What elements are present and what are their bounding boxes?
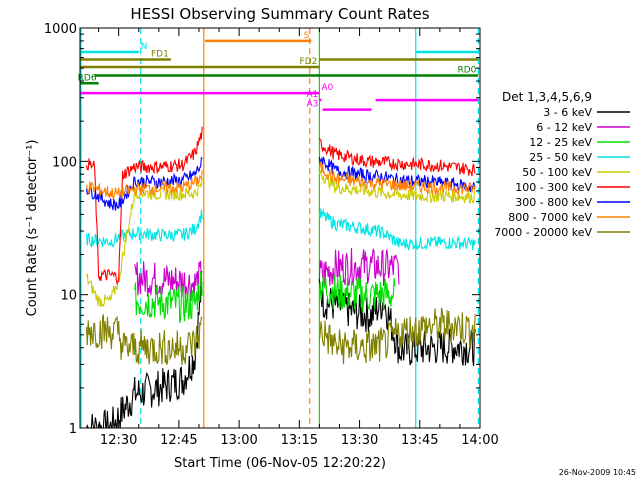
series-line-6-12-kev: [134, 247, 400, 303]
x-tick-label: 12:30: [100, 433, 137, 448]
legend-label-7000-20000-kev: 7000 - 20000 keV: [494, 226, 592, 239]
x-tick-label: 14:00: [461, 433, 498, 448]
y-tick-label: 10: [60, 289, 77, 304]
chart-title: HESSI Observing Summary Count Rates: [130, 5, 429, 23]
y-axis-label: Count Rate (s⁻¹ detector⁻¹): [25, 140, 40, 317]
vertical-markers: [80, 28, 479, 428]
legend-label-25-50-kev: 25 - 50 keV: [529, 151, 592, 164]
flag-label-s: S: [304, 31, 310, 41]
legend-label-6-12-kev: 6 - 12 keV: [536, 121, 592, 134]
flag-label-n: N: [141, 42, 148, 52]
x-tick-label: 13:45: [401, 433, 438, 448]
x-tick-label: 13:15: [281, 433, 318, 448]
series-lines: [85, 126, 476, 429]
flag-label-a0: A0: [321, 83, 333, 93]
legend-label-50-100-kev: 50 - 100 keV: [522, 166, 592, 179]
legend-label-3-6-kev: 3 - 6 keV: [543, 106, 592, 119]
flag-label-a1: A1: [307, 90, 319, 100]
flag-label-rd0: RD0: [457, 66, 476, 76]
plot-frame: [79, 27, 481, 429]
series-line-800-7000-kev: [85, 161, 476, 201]
flag-label-fd2: FD2: [300, 57, 318, 67]
series-line-12-25-kev: [134, 271, 396, 324]
flag-label-a3: A3: [307, 100, 319, 110]
legend: Det 1,3,4,5,6,9 3 - 6 keV 6 - 12 keV 12 - …: [494, 90, 630, 239]
y-tick-label: 100: [52, 155, 77, 170]
x-axis-label: Start Time (06-Nov-05 12:20:22): [174, 456, 386, 471]
series-line-7000-20000-kev: [85, 307, 476, 366]
axes: 12:30 12:45 13:00 13:15 13:30 13:45 14:00 1 10 10…: [44, 22, 499, 448]
legend-label-100-300-kev: 100 - 300 keV: [515, 181, 592, 194]
legend-title: Det 1,3,4,5,6,9: [502, 90, 592, 104]
timestamp: 26-Nov-2009 10:45: [559, 468, 636, 477]
y-tick-label: 1000: [44, 22, 77, 37]
legend-label-12-25-kev: 12 - 25 keV: [529, 136, 592, 149]
y-tick-label: 1: [69, 422, 77, 437]
flag-label-fd1: FD1: [151, 50, 169, 60]
flag-label-rd6: RD6: [78, 73, 97, 83]
series-line-25-50-kev: [85, 208, 476, 251]
x-tick-label: 13:00: [220, 433, 257, 448]
legend-label-300-800-kev: 300 - 800 keV: [515, 196, 592, 209]
x-tick-label: 13:30: [341, 433, 378, 448]
series-line-50-100-kev: [85, 170, 476, 308]
x-tick-label: 12:45: [160, 433, 197, 448]
series-line-100-300-kev: [85, 126, 476, 286]
legend-label-800-7000-kev: 800 - 7000 keV: [508, 211, 592, 224]
